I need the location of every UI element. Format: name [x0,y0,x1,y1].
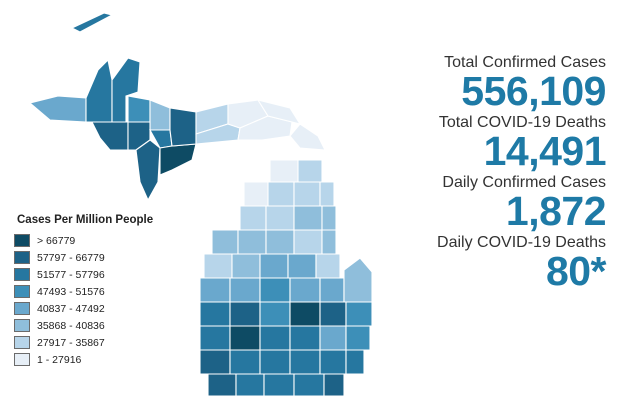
county-region [289,325,321,351]
legend-swatch [14,302,30,315]
county-region [321,229,337,255]
legend-item: > 66779 [14,232,184,249]
county-region [199,277,231,303]
county-region [263,373,295,397]
legend-swatch [14,285,30,298]
legend-swatch [14,251,30,264]
county-region [297,159,323,183]
county-region [269,159,299,183]
legend-title: Cases Per Million People [17,214,154,226]
legend-item: 27917 - 35867 [14,334,184,351]
county-region [259,301,291,327]
county-region [289,301,321,327]
legend-item: 47493 - 51576 [14,283,184,300]
county-region [287,253,317,279]
county-region [211,229,239,255]
county-region [239,205,267,231]
county-region [159,143,197,176]
county-region [289,277,321,303]
stat-label-total-cases: Total Confirmed Cases [444,54,606,71]
county-region [135,139,161,202]
county-region [315,253,341,279]
legend-item: 35868 - 40836 [14,317,184,334]
legend-swatch [14,353,30,366]
county-region [203,253,233,279]
county-region [199,301,231,327]
county-region [85,58,113,123]
county-region [319,301,347,327]
county-region [319,277,345,303]
county-region [149,99,171,131]
county-region [207,373,237,397]
county-region [243,181,269,207]
legend-swatch [14,336,30,349]
legend-item: 40837 - 47492 [14,300,184,317]
county-region [229,301,261,327]
county-region [267,181,295,207]
legend-swatch [14,319,30,332]
county-regions [28,12,373,397]
county-region [199,325,231,351]
stat-value-daily-cases: 1,872 [505,188,607,234]
legend-item: 51577 - 57796 [14,266,184,283]
county-region [319,325,347,351]
county-region [237,229,267,255]
county-region [229,277,261,303]
legend-item: 1 - 27916 [14,351,184,368]
county-region [231,253,261,279]
county-region [28,95,87,123]
legend-label: 35868 - 40836 [37,319,105,332]
legend-swatch [14,268,30,281]
stat-value-total-deaths: 14,491 [483,128,607,174]
county-region [345,301,373,327]
county-region [289,349,321,375]
stats-panel: Total Confirmed Cases 556,109 Total COVI… [406,54,606,294]
county-region [259,253,289,279]
county-region [345,349,365,375]
county-region [319,181,335,207]
county-region [235,373,265,397]
county-region [343,257,373,303]
county-region [293,181,321,207]
county-region [70,12,114,33]
county-region [229,325,261,351]
county-region [259,277,291,303]
county-region [321,205,337,231]
legend-items: > 66779 57797 - 66779 51577 - 57796 4749… [14,232,184,368]
county-region [259,325,291,351]
county-region [345,325,371,351]
county-region [127,95,151,123]
county-region [199,349,231,375]
legend-item: 57797 - 66779 [14,249,184,266]
county-region [259,349,291,375]
county-region [289,123,326,151]
county-region [265,229,295,255]
county-region [293,229,323,255]
county-region [229,349,261,375]
stat-value-total-cases: 556,109 [461,68,606,114]
legend-label: 47493 - 51576 [37,285,105,298]
county-region [323,373,345,397]
legend-label: 1 - 27916 [37,353,82,366]
county-region [91,121,129,151]
stat-value-daily-deaths: 80* [545,248,607,294]
map-legend: Cases Per Million People > 66779 57797 -… [14,214,184,368]
legend-label: > 66779 [37,234,76,247]
stat-label-daily-cases: Daily Confirmed Cases [442,174,606,191]
stat-label-daily-deaths: Daily COVID-19 Deaths [437,234,606,251]
county-region [293,205,323,231]
legend-label: 51577 - 57796 [37,268,105,281]
stat-label-total-deaths: Total COVID-19 Deaths [438,114,606,131]
county-region [293,373,325,397]
county-region [265,205,295,231]
michigan-county-map [28,12,373,397]
legend-label: 40837 - 47492 [37,302,105,315]
legend-label: 27917 - 35867 [37,336,105,349]
county-region [169,107,197,147]
county-region [256,99,302,125]
legend-label: 57797 - 66779 [37,251,105,264]
county-region [319,349,347,375]
legend-swatch [14,234,30,247]
